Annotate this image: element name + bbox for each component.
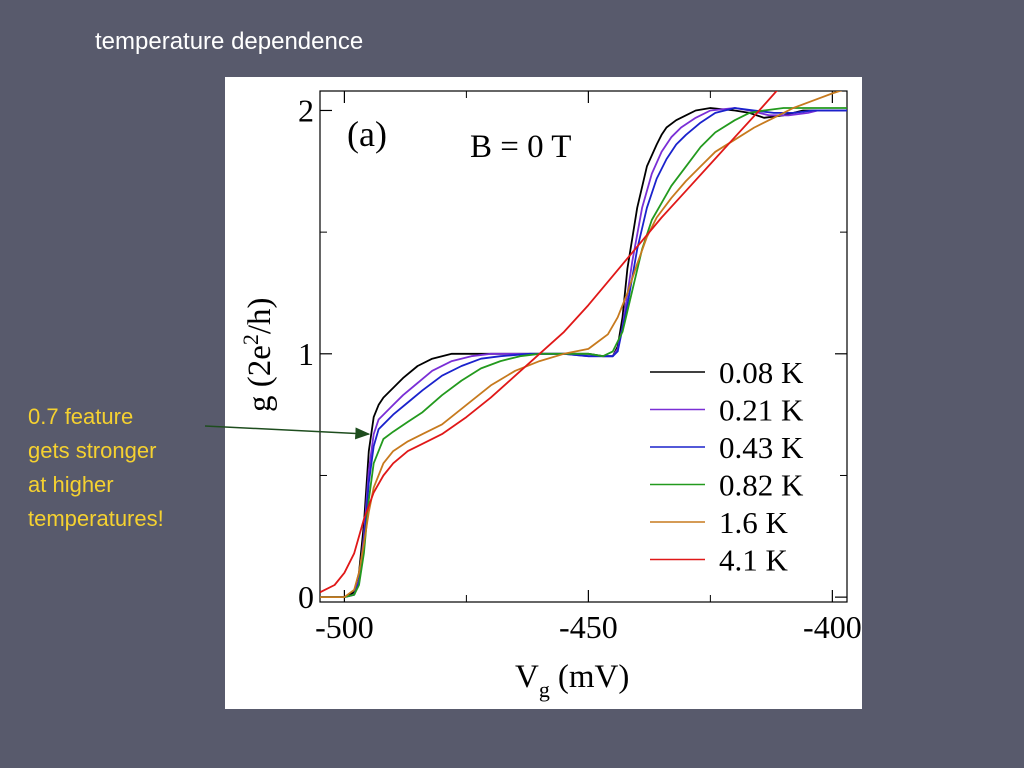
annotation-line-4: temperatures!: [28, 506, 164, 531]
y-axis-label: g (2e2/h): [238, 297, 278, 412]
x-axis-label-main: V: [515, 659, 539, 695]
series-line-4-1-K: [320, 91, 778, 594]
chart-panel: -500 -450 -400 0 1 2 (a) B = 0 T Vg (mV) g (2e…: [225, 77, 862, 709]
annotation-line-3: at higher: [28, 472, 114, 497]
y-tick-label: 0: [298, 579, 314, 615]
y-axis-label-unit: /h): [242, 297, 278, 334]
series-line-1-6-K: [320, 91, 843, 598]
slide-title: temperature dependence: [95, 28, 364, 55]
series-line-0-82-K: [320, 107, 847, 598]
legend-label: 0.08 K: [719, 355, 804, 390]
annotation-line-1: 0.7 feature: [28, 404, 134, 429]
y-tick-label: 2: [298, 92, 314, 128]
x-tick-label: -500: [315, 609, 374, 645]
panel-label: (a): [347, 114, 387, 154]
annotation-arrow: [204, 425, 371, 440]
x-axis-label-unit: (mV): [558, 659, 629, 695]
x-tick-label: -400: [803, 609, 862, 645]
legend-label: 0.21 K: [719, 393, 804, 428]
series-line-0-43-K: [320, 107, 847, 598]
x-axis-label: Vg (mV): [515, 659, 629, 702]
plot-frame: [319, 90, 848, 603]
annotation-line-2: gets stronger: [28, 438, 157, 463]
legend-label: 0.43 K: [719, 430, 804, 465]
x-tick-label: -450: [559, 609, 618, 645]
conductance-chart: -500 -450 -400 0 1 2 (a) B = 0 T Vg (mV) g (2e…: [238, 90, 862, 702]
annotation-text: 0.7 feature gets stronger at higher temp…: [28, 400, 164, 536]
y-axis-label-main: g (2e: [242, 345, 278, 412]
y-tick-label: 1: [298, 336, 314, 372]
legend-label: 0.82 K: [719, 468, 804, 503]
series-lines: [320, 91, 847, 598]
y-axis-label-superscript: 2: [238, 334, 263, 345]
legend-label: 1.6 K: [719, 505, 789, 540]
legend-label: 4.1 K: [719, 543, 789, 578]
legend: 0.08 K0.21 K0.43 K0.82 K1.6 K4.1 K: [650, 355, 804, 578]
x-axis-label-subscript: g: [539, 677, 550, 702]
axis-ticks: -500 -450 -400 0 1 2: [298, 91, 862, 645]
condition-label: B = 0 T: [470, 129, 571, 165]
